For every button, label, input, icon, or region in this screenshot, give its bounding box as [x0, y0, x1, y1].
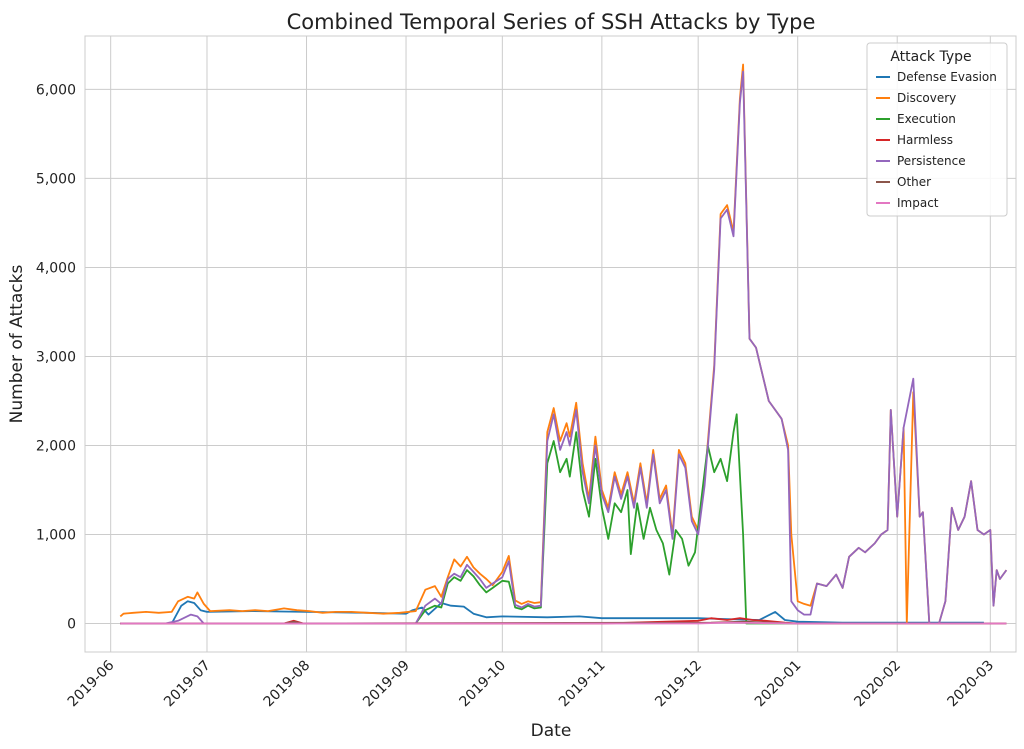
y-axis-title: Number of Attacks — [7, 265, 27, 424]
legend-box — [866, 42, 1008, 217]
grid-lines — [85, 36, 1016, 652]
series-line-persistence — [120, 70, 1008, 625]
legend-label-impact: Impact — [897, 196, 939, 210]
chart-title: Combined Temporal Series of SSH Attacks … — [287, 10, 816, 34]
series-line-execution — [120, 413, 1007, 625]
legend: Attack Type Defense Evasion Discovery Exec… — [866, 42, 1008, 217]
plot-frame — [84, 35, 1017, 653]
legend-label-harmless: Harmless — [897, 133, 953, 147]
y-tick-label: 3,000 — [36, 349, 76, 365]
legend-title: Attack Type — [890, 49, 971, 65]
legend-label-other: Other — [897, 175, 931, 189]
y-tick-label: 2,000 — [36, 438, 76, 454]
legend-items: Defense Evasion Discovery Execution Harmles… — [876, 70, 997, 210]
legend-label-discovery: Discovery — [897, 91, 956, 105]
series-lines — [119, 63, 1008, 625]
y-tick-label: 0 — [67, 617, 76, 633]
y-tick-label: 1,000 — [36, 527, 76, 543]
x-axis-title: Date — [531, 721, 572, 741]
y-tick-label: 5,000 — [36, 171, 76, 187]
y-tick-label: 6,000 — [36, 82, 76, 98]
legend-label-execution: Execution — [897, 112, 956, 126]
legend-label-defense-evasion: Defense Evasion — [897, 70, 997, 84]
y-tick-label: 4,000 — [36, 260, 76, 276]
legend-label-persistence: Persistence — [897, 154, 966, 168]
series-line-impact — [120, 621, 1007, 625]
